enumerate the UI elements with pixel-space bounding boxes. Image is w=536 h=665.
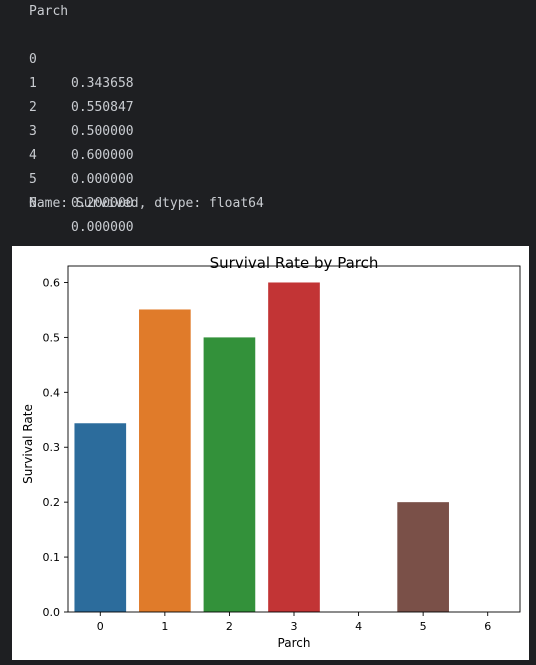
chart-title: Survival Rate by Parch [210, 254, 379, 272]
y-tick-label: 0.2 [43, 496, 61, 509]
plot-output: Survival Rate by Parch Parch Survival Ra… [12, 246, 529, 660]
x-tick-label: 1 [161, 620, 168, 633]
plot-frame [67, 265, 521, 613]
bar-0 [74, 423, 127, 612]
row-index: 5 [29, 172, 37, 187]
row-value: 0.000000 [71, 220, 134, 235]
row-index: 6 [29, 196, 37, 211]
series-row: 3 0.600000 [29, 96, 529, 163]
series-footer: Name: Survived, dtype: float64 [29, 196, 264, 211]
y-tick-label: 0.5 [43, 331, 61, 344]
row-value: 0.343658 [71, 76, 134, 91]
console-output: Parch 0 0.343658 1 0.550847 2 0.500000 3… [29, 0, 529, 235]
row-index: 4 [29, 148, 37, 163]
row-value: 0.500000 [71, 124, 134, 139]
y-tick-label: 0.3 [43, 441, 61, 454]
x-axis-label: Parch [278, 636, 311, 650]
bars [74, 282, 449, 612]
y-tick-label: 0.6 [43, 276, 61, 289]
x-tick-label: 4 [355, 620, 362, 633]
row-index: 3 [29, 124, 37, 139]
series-row: 1 0.550847 [29, 48, 529, 115]
bar-2 [203, 337, 256, 612]
series-row: 6 0.000000 [29, 168, 529, 235]
row-value: 0.000000 [71, 172, 134, 187]
x-tick-label: 0 [97, 620, 104, 633]
row-index: 0 [29, 52, 37, 67]
series-row: 2 0.500000 [29, 72, 529, 139]
y-axis-ticks: 0.0 0.1 0.2 0.3 0.4 0.5 0.6 [43, 276, 68, 619]
y-axis-label: Survival Rate [21, 404, 35, 484]
bar-5 [397, 502, 449, 612]
row-index: 2 [29, 100, 37, 115]
series-row: 0 0.343658 [29, 24, 529, 91]
series-header: Parch [29, 4, 69, 19]
bar-3 [268, 282, 320, 612]
y-tick-label: 0.0 [43, 606, 61, 619]
bar-chart: Survival Rate by Parch Parch Survival Ra… [21, 254, 521, 650]
x-tick-label: 5 [420, 620, 427, 633]
row-value: 0.550847 [71, 100, 134, 115]
x-tick-label: 3 [291, 620, 298, 633]
y-tick-label: 0.4 [43, 386, 61, 399]
x-tick-label: 6 [484, 620, 491, 633]
y-tick-label: 0.1 [43, 551, 61, 564]
x-tick-label: 2 [226, 620, 233, 633]
row-value: 0.200000 [71, 196, 134, 211]
series-row: 4 0.000000 [29, 120, 529, 187]
x-axis-ticks: 0 1 2 3 4 5 6 [97, 612, 491, 633]
series-row: 5 0.200000 [29, 144, 529, 211]
row-value: 0.600000 [71, 148, 134, 163]
row-index: 1 [29, 76, 37, 91]
bar-1 [139, 309, 191, 612]
